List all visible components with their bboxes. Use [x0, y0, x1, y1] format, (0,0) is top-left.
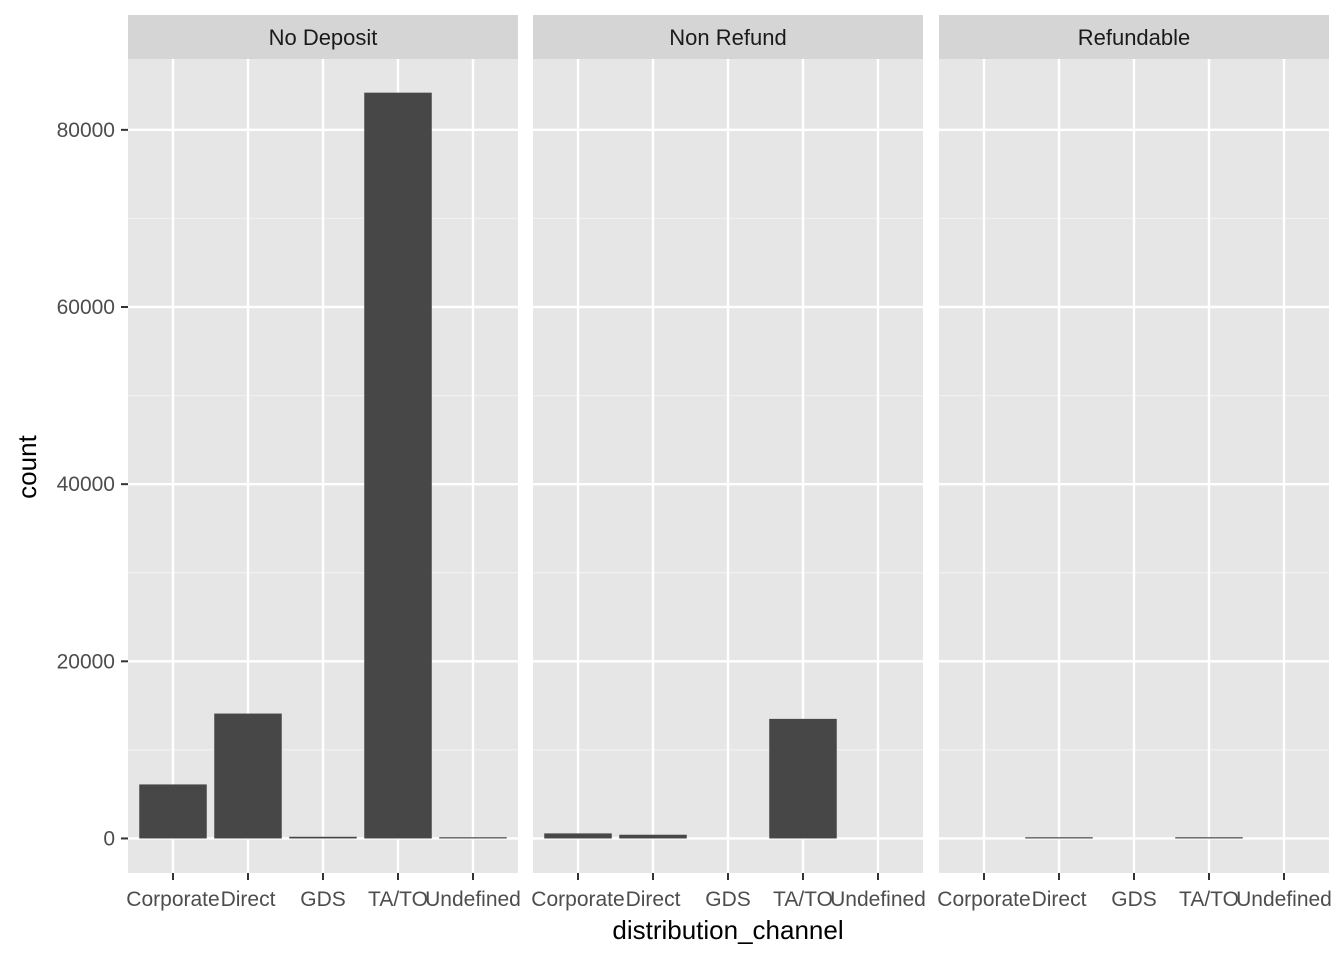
- x-tick-label: TA/TO: [773, 888, 833, 911]
- facet-strip: [939, 15, 1329, 59]
- y-axis: 0 20000 40000 60000 80000: [57, 119, 128, 850]
- bar-ta-to: [769, 718, 837, 839]
- facet-no-deposit: No Deposit Corporate Direct GDS TA/TOUndefin…: [126, 15, 521, 911]
- bar-corporate: [544, 833, 612, 839]
- bar-gds: [289, 836, 357, 839]
- bar-ta-to: [364, 92, 432, 839]
- facet-strip-label: Refundable: [1078, 25, 1191, 50]
- y-tick-label: 80000: [57, 119, 115, 142]
- bar-corporate: [139, 784, 207, 839]
- y-tick-label: 20000: [57, 650, 115, 673]
- x-tick-label: Undefined: [425, 888, 521, 911]
- x-tick-label: GDS: [705, 888, 751, 911]
- y-tick-label: 60000: [57, 296, 115, 319]
- facet-strip-label: No Deposit: [269, 25, 378, 50]
- bar-direct: [1025, 837, 1093, 839]
- facet-refundable: Refundable Corporate Direct GDS TA/TOUndefin…: [937, 15, 1332, 911]
- x-tick-label: Direct: [626, 888, 681, 911]
- x-tick-label: GDS: [1111, 888, 1157, 911]
- x-tick-label: Direct: [1032, 888, 1087, 911]
- x-tick-label: Corporate: [126, 888, 219, 911]
- x-tick-label: TA/TO: [1179, 888, 1239, 911]
- x-axis-title: distribution_channel: [612, 915, 843, 945]
- bar-direct: [214, 713, 282, 839]
- bar-undefined: [439, 837, 507, 839]
- facet-non-refund: Non Refund Corporate Direct GDS TA/TOUndefin…: [531, 15, 926, 911]
- x-tick-label: Undefined: [830, 888, 926, 911]
- facet-strip: [533, 15, 923, 59]
- x-tick-label: Corporate: [531, 888, 624, 911]
- x-tick-label: Corporate: [937, 888, 1030, 911]
- x-tick-label: Direct: [221, 888, 276, 911]
- y-tick-label: 0: [103, 827, 115, 850]
- facet-strip-label: Non Refund: [669, 25, 786, 50]
- y-axis-title: count: [12, 434, 42, 498]
- x-tick-label: GDS: [300, 888, 346, 911]
- bar-direct: [619, 834, 687, 839]
- bar-ta-to: [1175, 837, 1243, 839]
- y-tick-label: 40000: [57, 473, 115, 496]
- facet-strip: [128, 15, 518, 59]
- x-tick-label: Undefined: [1236, 888, 1332, 911]
- x-tick-label: TA/TO: [368, 888, 428, 911]
